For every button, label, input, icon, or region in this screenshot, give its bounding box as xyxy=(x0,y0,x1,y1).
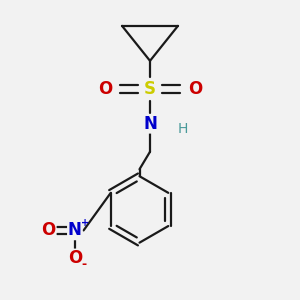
Text: -: - xyxy=(82,258,87,271)
Text: N: N xyxy=(143,115,157,133)
Text: N: N xyxy=(68,221,82,239)
Text: S: S xyxy=(144,80,156,98)
Text: +: + xyxy=(81,218,89,228)
Text: O: O xyxy=(41,221,56,239)
Text: O: O xyxy=(98,80,112,98)
Text: O: O xyxy=(188,80,202,98)
Text: O: O xyxy=(68,249,82,267)
Text: H: H xyxy=(178,122,188,136)
